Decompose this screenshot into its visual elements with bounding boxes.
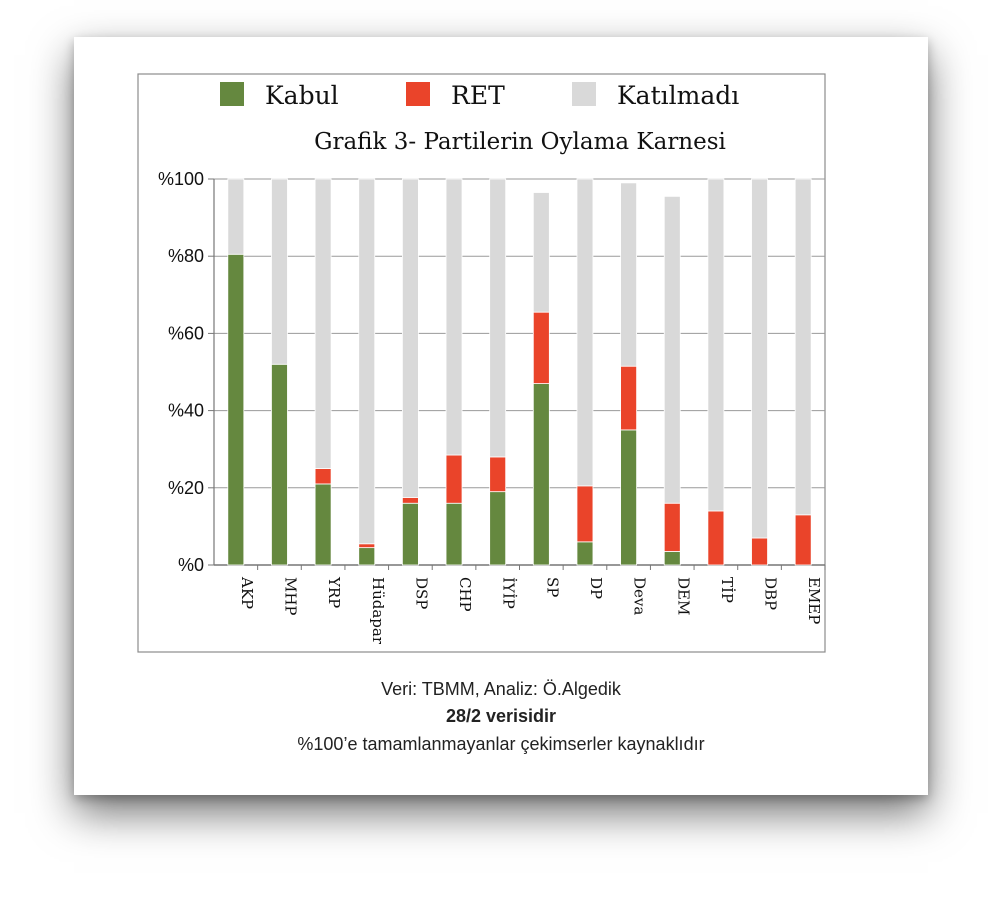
bar-Hüdapar-Kabul — [358, 547, 376, 566]
bar-DP-RET — [576, 485, 594, 543]
bar-DEM-Kabul — [663, 551, 681, 566]
xtick-label-6: İYİP — [500, 577, 518, 609]
bar-Deva-Kabul — [620, 429, 638, 566]
xtick-label-10: DEM — [674, 577, 692, 615]
legend-label-1: RET — [451, 81, 505, 110]
bar-TİP-RET — [707, 510, 725, 566]
legend-swatch-2 — [572, 82, 596, 106]
bar-Deva-RET — [620, 365, 638, 431]
bar-CHP-Katılmadı — [445, 178, 463, 456]
bar-DEM-Katılmadı — [663, 195, 681, 504]
legend-swatch-0 — [220, 82, 244, 106]
footer-note: %100’e tamamlanmayanlar çekimserler kayn… — [297, 734, 705, 754]
bar-TİP-Katılmadı — [707, 178, 725, 512]
xtick-label-3: Hüdapar — [369, 577, 387, 645]
legend-label-2: Katılmadı — [617, 81, 739, 110]
bar-MHP-Katılmadı — [271, 178, 288, 365]
xtick-label-12: DBP — [762, 577, 780, 610]
xtick-label-4: DSP — [412, 577, 430, 609]
xtick-label-7: SP — [543, 577, 561, 597]
footer-date: 28/2 verisidir — [445, 706, 557, 726]
xtick-label-9: Deva — [631, 577, 649, 615]
xtick-label-0: AKP — [238, 576, 256, 609]
bar-Hüdapar-Katılmadı — [358, 178, 376, 545]
bar-YRP-Katılmadı — [314, 178, 332, 469]
bar-SP-Katılmadı — [532, 192, 550, 313]
ytick-label-3: %60 — [168, 323, 204, 343]
legend-label-0: Kabul — [265, 81, 339, 110]
bar-DBP-Katılmadı — [751, 178, 768, 539]
bar-DSP-RET — [401, 497, 419, 504]
ytick-label-5: %100 — [158, 169, 204, 189]
bar-MHP-Kabul — [271, 363, 288, 566]
bar-EMEP-Katılmadı — [794, 178, 812, 516]
bar-Hüdapar-RET — [358, 543, 376, 549]
bar-DSP-Katılmadı — [401, 178, 419, 498]
xtick-label-11: TİP — [718, 577, 736, 603]
ytick-label-1: %20 — [168, 478, 204, 498]
bar-DEM-RET — [663, 502, 681, 552]
bar-DBP-RET — [751, 537, 768, 566]
ytick-label-4: %80 — [168, 246, 204, 266]
bar-EMEP-RET — [794, 514, 812, 566]
chart-area: Kabul RET Katılmadı Grafik 3- Partilerin Oy… — [137, 73, 826, 653]
xtick-label-2: YRP — [325, 576, 343, 608]
bar-SP-RET — [532, 311, 550, 384]
bar-YRP-Kabul — [314, 483, 332, 566]
xtick-label-13: EMEP — [805, 577, 823, 624]
bar-AKP-Kabul — [227, 253, 245, 566]
bar-İYİP-RET — [489, 456, 507, 493]
xtick-label-1: MHP — [281, 577, 299, 616]
bar-AKP-Katılmadı — [227, 178, 245, 255]
xtick-label-8: DP — [587, 577, 605, 599]
bar-Deva-Katılmadı — [620, 182, 638, 367]
xtick-label-5: CHP — [456, 577, 474, 612]
footer-source: Veri: TBMM, Analiz: Ö.Algedik — [381, 679, 621, 699]
bar-İYİP-Kabul — [489, 491, 507, 566]
bar-YRP-RET — [314, 468, 332, 485]
bar-CHP-RET — [445, 454, 463, 504]
bar-DP-Kabul — [576, 541, 594, 566]
bar-DP-Katılmadı — [576, 178, 594, 487]
bar-CHP-Kabul — [445, 502, 463, 566]
ytick-label-0: %0 — [178, 555, 204, 575]
legend-swatch-1 — [406, 82, 430, 106]
bar-SP-Kabul — [532, 383, 550, 566]
chart-title: Grafik 3- Partilerin Oylama Karnesi — [314, 129, 726, 155]
chart-card: Kabul RET Katılmadı Grafik 3- Partilerin Oy… — [74, 37, 928, 795]
ytick-label-2: %40 — [168, 401, 204, 421]
bar-İYİP-Katılmadı — [489, 178, 507, 458]
bar-DSP-Kabul — [401, 502, 419, 566]
